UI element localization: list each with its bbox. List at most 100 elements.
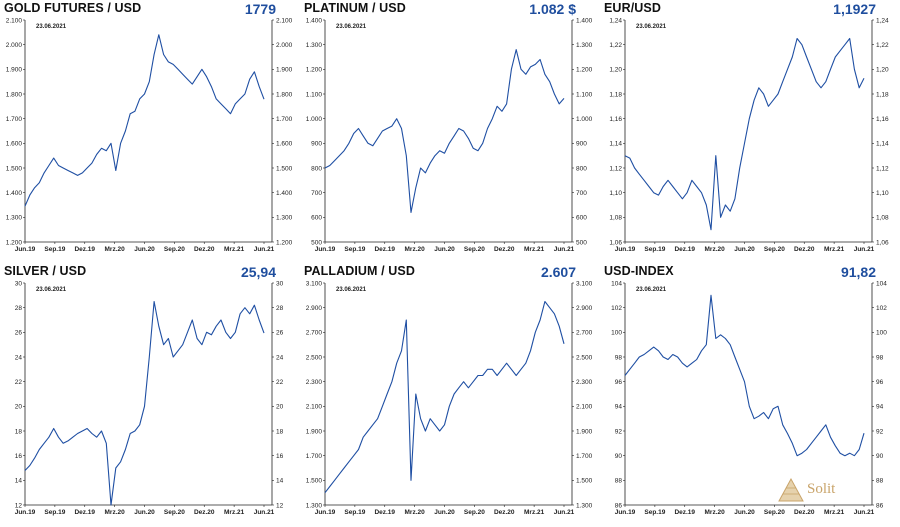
y-tick-label-right: 90 [876, 453, 884, 460]
y-tick-label-left: 1.600 [6, 141, 23, 148]
y-tick-label-left: 1,18 [609, 91, 622, 98]
chart-plot: 1,06 1,06 1,08 1,08 1,10 1,10 1,12 1,12 1,14 1,14… [609, 17, 889, 253]
y-tick-label-left: 2.100 [6, 17, 23, 24]
y-tick-label-right: 1.400 [276, 190, 293, 197]
x-tick-label: Jun.20 [734, 246, 755, 253]
current-value: 1779 [244, 1, 276, 17]
x-tick-label: Mrz.20 [405, 246, 426, 253]
x-tick-label: Jun.19 [315, 246, 336, 253]
y-tick-label-left: 1,22 [609, 42, 622, 49]
y-tick-label-right: 96 [876, 379, 884, 386]
y-tick-label-left: 1.500 [306, 478, 323, 485]
y-tick-label-left: 1,20 [609, 67, 622, 74]
y-tick-label-right: 18 [276, 428, 284, 435]
chart-plot: 86 86 88 88 90 90 92 92 94 94 96 96 98 98 100 100 102 102… [611, 280, 887, 516]
y-tick-label-left: 1.100 [306, 91, 323, 98]
y-tick-label-right: 1.200 [276, 239, 293, 246]
chart-title: SILVER / USD [4, 264, 87, 278]
y-tick-label-left: 1.500 [6, 165, 23, 172]
y-tick-label-left: 1,16 [609, 116, 622, 123]
y-tick-label-left: 2.000 [6, 42, 23, 49]
y-tick-label-right: 1,08 [876, 215, 889, 222]
x-tick-label: Dez.20 [494, 509, 515, 516]
y-tick-label-right: 1.500 [576, 478, 593, 485]
x-tick-label: Mrz.21 [524, 246, 545, 253]
chart-title: EUR/USD [604, 1, 661, 15]
x-tick-label: Jun.21 [554, 509, 575, 516]
chart-title: PLATINUM / USD [304, 1, 406, 15]
x-tick-label: Sep.19 [44, 246, 65, 253]
current-value: 1.082 $ [529, 1, 576, 17]
x-tick-label: Dez.19 [374, 246, 395, 253]
y-tick-label-right: 24 [276, 354, 284, 361]
chart-panel-usd-index: USD-INDEX 91,82 23.06.2021 86 86 88 88 90 90 92 92… [600, 263, 900, 526]
y-tick-label-left: 1.300 [6, 215, 23, 222]
y-tick-label-right: 1.500 [276, 165, 293, 172]
y-tick-label-right: 104 [876, 280, 887, 287]
x-tick-label: Sep.19 [644, 509, 665, 516]
y-tick-label-right: 26 [276, 330, 284, 337]
x-tick-label: Mrz.21 [224, 246, 245, 253]
x-tick-label: Jun.20 [434, 246, 455, 253]
chart-plot: 1.300 1.300 1.500 1.500 1.700 1.700 1.900 1.900… [306, 280, 593, 516]
x-tick-label: Jun.21 [254, 509, 275, 516]
y-tick-label-right: 1,10 [876, 190, 889, 197]
chart-panel-eurusd: EUR/USD 1,1927 23.06.2021 1,06 1,06 1,08 1,08 1… [600, 0, 900, 263]
y-tick-label-left: 28 [15, 305, 23, 312]
x-tick-label: Mrz.21 [224, 509, 245, 516]
x-tick-label: Dez.20 [794, 509, 815, 516]
y-tick-label-left: 12 [15, 502, 23, 509]
x-tick-label: Jun.21 [854, 509, 875, 516]
y-tick-label-right: 12 [276, 502, 284, 509]
y-tick-label-left: 2.100 [306, 404, 323, 411]
y-tick-label-right: 28 [276, 305, 284, 312]
x-tick-label: Dez.20 [494, 246, 515, 253]
y-tick-label-right: 14 [276, 478, 284, 485]
x-tick-label: Jun.21 [554, 246, 575, 253]
y-tick-label-left: 14 [15, 478, 23, 485]
series-line [324, 300, 565, 494]
y-tick-label-right: 2.100 [276, 17, 293, 24]
y-tick-label-left: 900 [311, 141, 322, 148]
chart-panel-silver: SILVER / USD 25,94 23.06.2021 12 12 14 14 16 16 1… [0, 263, 300, 526]
x-tick-label: Sep.20 [764, 246, 785, 253]
y-tick-label-left: 1.400 [306, 17, 323, 24]
y-tick-label-right: 1.700 [576, 453, 593, 460]
current-value: 1,1927 [833, 1, 876, 17]
x-tick-label: Mrz.20 [705, 509, 726, 516]
x-tick-label: Dez.19 [74, 246, 95, 253]
x-tick-label: Jun.19 [615, 246, 636, 253]
x-tick-label: Sep.20 [764, 509, 785, 516]
y-tick-label-right: 98 [876, 354, 884, 361]
x-tick-label: Mrz.20 [405, 509, 426, 516]
x-tick-label: Jun.19 [315, 509, 336, 516]
y-tick-label-left: 2.500 [306, 354, 323, 361]
solit-logo: Solit [777, 477, 877, 505]
y-tick-label-left: 90 [615, 453, 623, 460]
x-tick-label: Sep.19 [344, 509, 365, 516]
x-tick-label: Sep.20 [464, 509, 485, 516]
chart-title: PALLADIUM / USD [304, 264, 415, 278]
y-tick-label-right: 1,18 [876, 91, 889, 98]
x-tick-label: Mrz.20 [705, 246, 726, 253]
y-tick-label-right: 1.900 [276, 67, 293, 74]
x-tick-label: Sep.19 [644, 246, 665, 253]
y-tick-label-right: 800 [576, 165, 587, 172]
x-tick-label: Dez.19 [374, 509, 395, 516]
y-tick-label-left: 1,08 [609, 215, 622, 222]
y-tick-label-right: 1,24 [876, 17, 889, 24]
y-tick-label-right: 22 [276, 379, 284, 386]
y-tick-label-right: 3.100 [576, 280, 593, 287]
y-tick-label-left: 88 [615, 478, 623, 485]
y-tick-label-right: 1,06 [876, 239, 889, 246]
x-tick-label: Dez.20 [794, 246, 815, 253]
y-tick-label-left: 1.300 [306, 42, 323, 49]
y-tick-label-right: 1.700 [276, 116, 293, 123]
y-tick-label-right: 1.300 [276, 215, 293, 222]
y-tick-label-left: 1.200 [6, 239, 23, 246]
chart-panel-platinum: PLATINUM / USD 1.082 $ 23.06.2021 500 500 600… [300, 0, 600, 263]
y-tick-label-right: 1,12 [876, 165, 889, 172]
x-tick-label: Dez.20 [194, 246, 215, 253]
y-tick-label-right: 2.900 [576, 305, 593, 312]
y-tick-label-right: 1.300 [576, 502, 593, 509]
